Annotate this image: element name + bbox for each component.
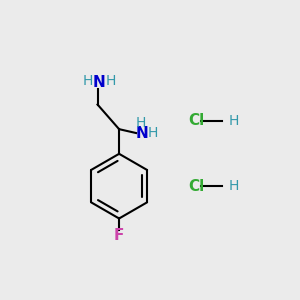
Text: H: H: [136, 116, 146, 130]
Text: H: H: [228, 114, 239, 128]
Text: N: N: [93, 76, 106, 91]
Text: Cl: Cl: [188, 113, 205, 128]
Text: H: H: [228, 179, 239, 193]
Text: H: H: [148, 126, 158, 140]
Text: H: H: [82, 74, 93, 88]
Text: H: H: [105, 74, 116, 88]
Text: F: F: [114, 228, 124, 243]
Text: N: N: [136, 125, 148, 140]
Text: Cl: Cl: [188, 178, 205, 194]
